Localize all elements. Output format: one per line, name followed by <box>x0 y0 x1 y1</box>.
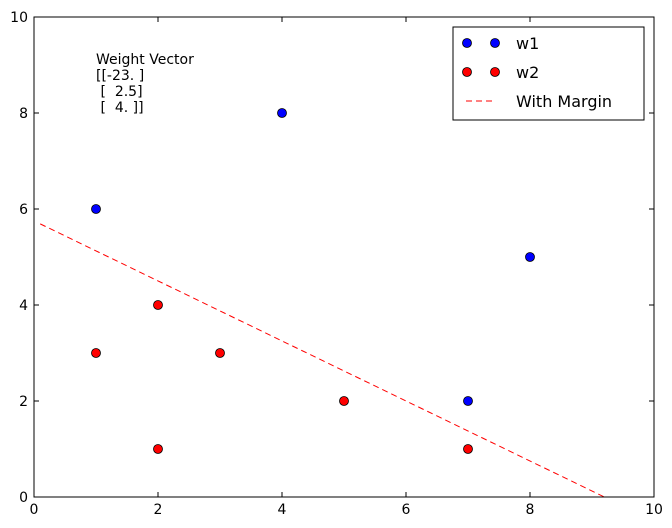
axis-ticks: 0 2 4 6 8 10 0 2 4 6 8 10 <box>10 10 663 518</box>
legend-marker <box>462 67 472 77</box>
legend-label: With Margin <box>516 92 612 111</box>
legend-marker <box>490 38 500 48</box>
plot-frame <box>33 16 655 498</box>
weight-vector-annotation: Weight Vector[[-23. ] [ 2.5] [ 4. ]] <box>96 52 194 116</box>
point-w1 <box>91 204 101 214</box>
y-tick-label: 6 <box>19 202 28 218</box>
annotation-line: [[-23. ] <box>96 68 144 84</box>
margin-line <box>39 223 605 497</box>
annotation-line: [ 4. ]] <box>96 100 144 116</box>
legend-marker <box>462 38 472 48</box>
annotation-line: [ 2.5] <box>96 84 143 100</box>
point-w2 <box>215 348 225 358</box>
point-w2 <box>91 348 101 358</box>
x-tick-label: 8 <box>526 502 535 518</box>
y-tick-label: 2 <box>19 394 28 410</box>
y-tick-label: 0 <box>19 490 28 506</box>
legend: w1 w2 With Margin <box>452 26 645 121</box>
annotation-line: Weight Vector <box>96 52 194 68</box>
y-tick-label: 4 <box>19 298 28 314</box>
point-w1 <box>525 252 535 262</box>
point-w1 <box>463 396 473 406</box>
legend-marker <box>490 67 500 77</box>
x-tick-label: 10 <box>645 502 663 518</box>
point-w1 <box>277 108 287 118</box>
legend-label: w2 <box>516 63 539 82</box>
y-tick-label: 10 <box>10 10 28 26</box>
x-tick-label: 0 <box>30 502 39 518</box>
y-tick-label: 8 <box>19 106 28 122</box>
x-tick-label: 6 <box>402 502 411 518</box>
legend-label: w1 <box>516 34 539 53</box>
plot-layer <box>39 108 605 497</box>
point-w2 <box>463 444 473 454</box>
legend-box <box>452 26 645 121</box>
point-w2 <box>153 444 163 454</box>
x-tick-label: 2 <box>154 502 163 518</box>
point-w2 <box>339 396 349 406</box>
x-tick-label: 4 <box>278 502 287 518</box>
point-w2 <box>153 300 163 310</box>
